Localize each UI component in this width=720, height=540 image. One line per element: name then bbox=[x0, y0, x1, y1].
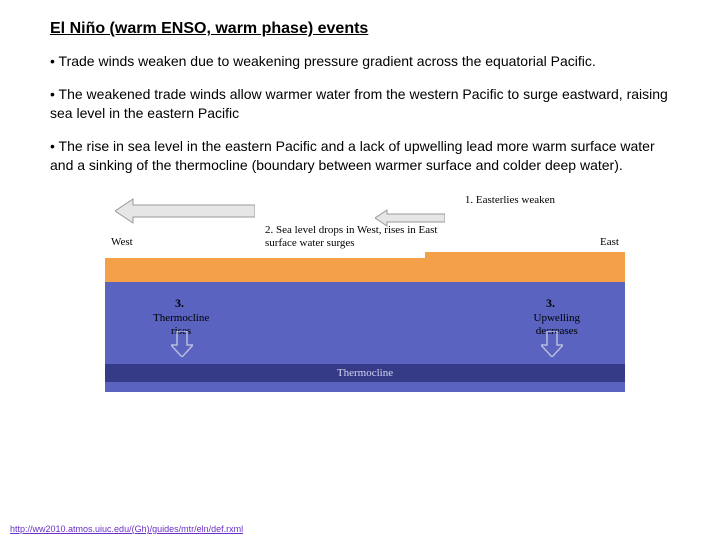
sea-level-rise-east bbox=[425, 252, 625, 258]
annotation-2: 2. Sea level drops in West, rises in Eas… bbox=[265, 224, 437, 248]
bullet-3: • The rise in sea level in the eastern P… bbox=[50, 137, 680, 175]
source-link[interactable]: http://ww2010.atmos.uiuc.edu/(Gh)/guides… bbox=[10, 524, 243, 534]
bullet-2: • The weakened trade winds allow warmer … bbox=[50, 85, 680, 123]
lbl3r-line1: Upwelling bbox=[534, 312, 580, 324]
diagram-sky: 1. Easterlies weaken 2. Sea level drops … bbox=[105, 188, 625, 258]
warm-surface-layer bbox=[105, 258, 625, 282]
wind-arrow-large-icon bbox=[115, 196, 255, 231]
lbl3l-line1: Thermocline bbox=[153, 312, 209, 324]
thermocline-down-arrow-left-icon bbox=[171, 331, 193, 362]
east-label: East bbox=[600, 236, 619, 248]
number-3-right: 3. bbox=[546, 296, 555, 311]
bullet-1: • Trade winds weaken due to weakening pr… bbox=[50, 52, 680, 71]
thermocline-band: Thermocline bbox=[105, 364, 625, 382]
west-label: West bbox=[111, 236, 133, 248]
enso-diagram: 1. Easterlies weaken 2. Sea level drops … bbox=[105, 188, 625, 392]
deep-water-layer: 3. 3. Thermocline rises Upwelling decrea… bbox=[105, 282, 625, 392]
upwelling-down-arrow-right-icon bbox=[541, 331, 563, 362]
annotation-2a: 2. Sea level drops in West, rises in Eas… bbox=[265, 224, 437, 236]
annotation-2b: surface water surges bbox=[265, 237, 355, 249]
annotation-1: 1. Easterlies weaken bbox=[465, 194, 555, 206]
number-3-left: 3. bbox=[175, 296, 184, 311]
slide-title: El Niño (warm ENSO, warm phase) events bbox=[50, 20, 680, 38]
